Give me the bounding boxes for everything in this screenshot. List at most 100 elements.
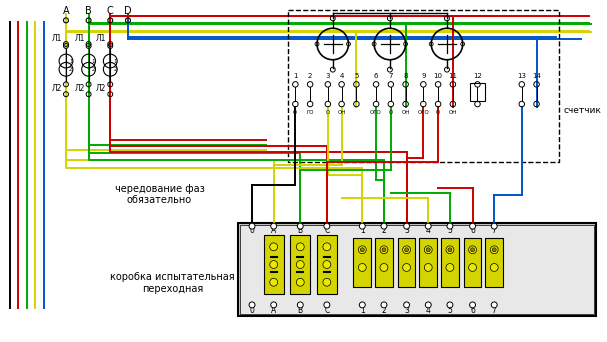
Text: C: C xyxy=(324,306,330,315)
Text: 1: 1 xyxy=(293,74,297,79)
Bar xyxy=(419,238,437,287)
Circle shape xyxy=(446,264,454,272)
Circle shape xyxy=(426,223,431,229)
Text: 5: 5 xyxy=(354,74,359,79)
Text: 1: 1 xyxy=(92,58,95,64)
Text: О: О xyxy=(388,110,393,115)
Circle shape xyxy=(271,302,277,308)
Text: 5: 5 xyxy=(447,226,452,235)
Text: 3: 3 xyxy=(325,74,330,79)
Circle shape xyxy=(491,302,497,308)
Circle shape xyxy=(296,278,304,286)
Bar xyxy=(486,238,503,287)
Text: 3: 3 xyxy=(404,306,409,315)
Bar xyxy=(290,235,310,294)
Bar xyxy=(317,235,337,294)
Circle shape xyxy=(404,302,410,308)
Text: ГО: ГО xyxy=(307,110,314,115)
Text: A: A xyxy=(271,226,276,235)
Text: 11: 11 xyxy=(449,74,457,79)
Text: 2: 2 xyxy=(382,226,386,235)
Bar xyxy=(441,238,459,287)
Text: 5: 5 xyxy=(447,306,452,315)
Circle shape xyxy=(380,264,388,272)
Circle shape xyxy=(270,261,277,268)
Text: 14: 14 xyxy=(532,74,541,79)
Text: 7: 7 xyxy=(492,226,497,235)
Circle shape xyxy=(270,243,277,251)
Bar xyxy=(375,238,393,287)
Bar xyxy=(353,238,371,287)
Circle shape xyxy=(470,223,475,229)
Circle shape xyxy=(492,248,496,252)
Circle shape xyxy=(297,302,304,308)
Circle shape xyxy=(296,243,304,251)
Circle shape xyxy=(381,223,387,229)
Text: О: О xyxy=(326,110,330,115)
Circle shape xyxy=(249,302,255,308)
Circle shape xyxy=(358,246,366,254)
Circle shape xyxy=(470,302,475,308)
Circle shape xyxy=(324,223,330,229)
Circle shape xyxy=(249,223,255,229)
Circle shape xyxy=(470,248,475,252)
Circle shape xyxy=(359,302,365,308)
Circle shape xyxy=(469,246,476,254)
Circle shape xyxy=(271,223,277,229)
Circle shape xyxy=(323,278,331,286)
Bar xyxy=(240,225,594,314)
Circle shape xyxy=(382,248,386,252)
Text: 3: 3 xyxy=(404,226,409,235)
Text: 2: 2 xyxy=(308,74,313,79)
Circle shape xyxy=(323,261,331,268)
Text: Л2: Л2 xyxy=(75,84,85,93)
Text: ОГО: ОГО xyxy=(370,110,382,115)
Text: B: B xyxy=(297,226,303,235)
Circle shape xyxy=(296,261,304,268)
Bar xyxy=(464,238,481,287)
Text: 2: 2 xyxy=(382,306,386,315)
Text: Л2: Л2 xyxy=(97,84,107,93)
Text: О: О xyxy=(436,110,440,115)
Text: 2: 2 xyxy=(69,67,72,72)
Text: A: A xyxy=(63,5,69,15)
Circle shape xyxy=(402,264,410,272)
Circle shape xyxy=(448,248,452,252)
Text: D: D xyxy=(124,5,132,15)
Text: Л1: Л1 xyxy=(52,34,63,43)
Text: 1: 1 xyxy=(360,226,365,235)
Circle shape xyxy=(402,246,410,254)
Circle shape xyxy=(381,302,387,308)
Text: Л2: Л2 xyxy=(52,84,63,93)
Text: 6: 6 xyxy=(470,306,475,315)
Text: 10: 10 xyxy=(433,74,443,79)
Text: 12: 12 xyxy=(473,74,482,79)
Text: чередование фаз
обязательно: чередование фаз обязательно xyxy=(115,184,205,206)
Text: ОГО: ОГО xyxy=(418,110,429,115)
Circle shape xyxy=(361,248,364,252)
Text: О: О xyxy=(293,110,297,115)
Bar xyxy=(264,235,283,294)
Text: 9: 9 xyxy=(421,74,426,79)
Circle shape xyxy=(426,302,431,308)
Text: B: B xyxy=(297,306,303,315)
Text: 0: 0 xyxy=(249,306,254,315)
Circle shape xyxy=(404,223,410,229)
Circle shape xyxy=(447,302,453,308)
Text: счетчик: счетчик xyxy=(563,106,601,116)
Text: ОН: ОН xyxy=(401,110,410,115)
Text: 4: 4 xyxy=(339,74,344,79)
Text: 1: 1 xyxy=(69,58,72,64)
Circle shape xyxy=(424,264,432,272)
Text: 1: 1 xyxy=(360,306,365,315)
Text: 7: 7 xyxy=(492,306,497,315)
Circle shape xyxy=(380,246,388,254)
Text: коробка испытательная
переходная: коробка испытательная переходная xyxy=(110,273,234,294)
Text: 1: 1 xyxy=(114,58,117,64)
Circle shape xyxy=(297,223,304,229)
Bar xyxy=(470,83,486,101)
Text: Л1: Л1 xyxy=(97,34,107,43)
Text: ОН: ОН xyxy=(337,110,346,115)
Circle shape xyxy=(469,264,476,272)
Circle shape xyxy=(490,264,498,272)
